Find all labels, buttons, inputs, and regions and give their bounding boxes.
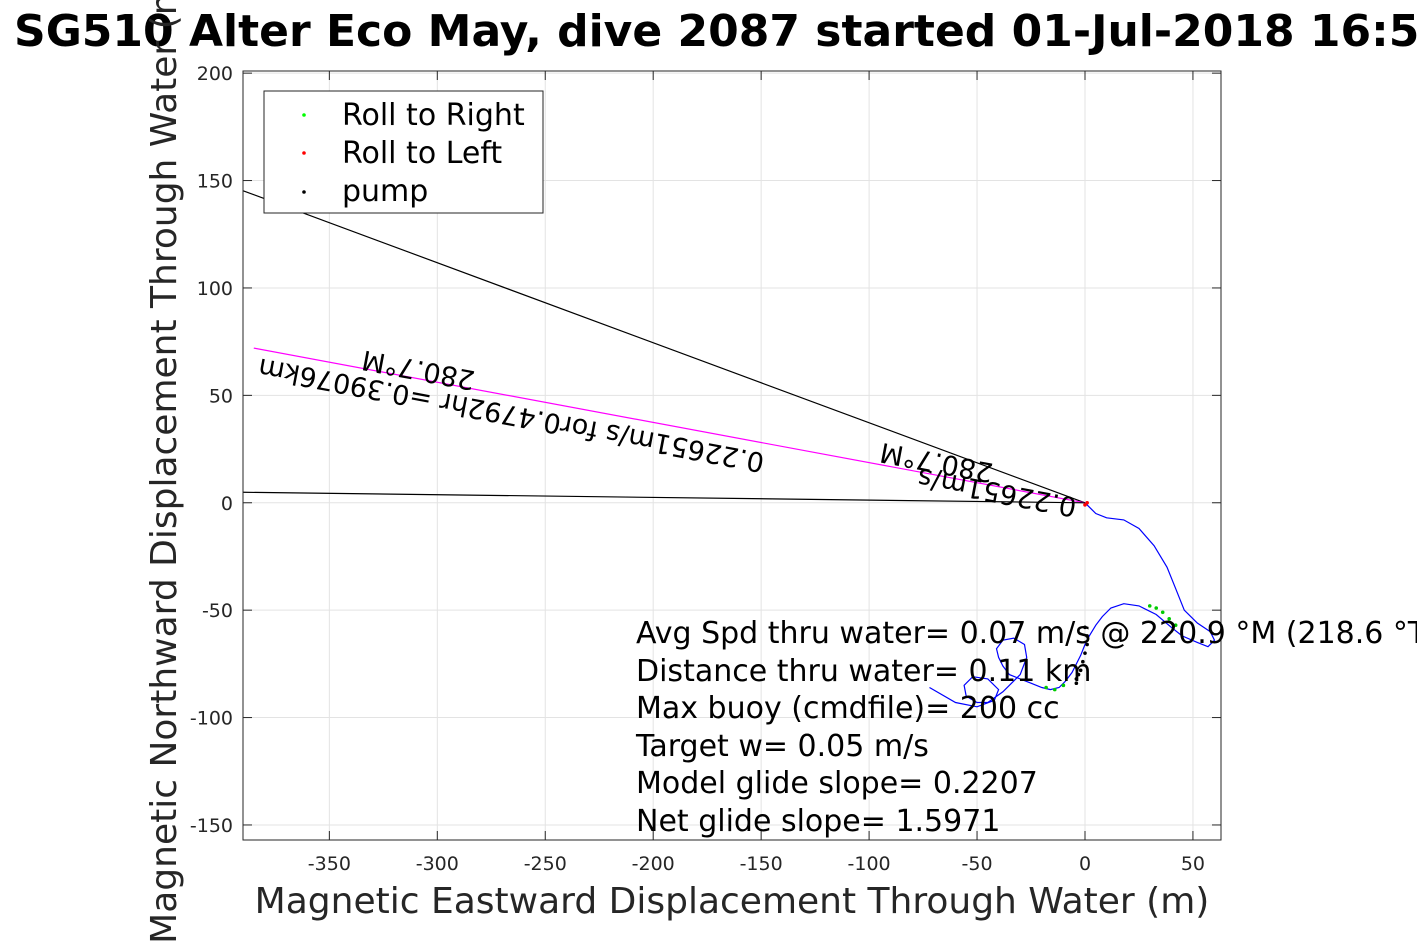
x-tick-label: -300 <box>416 853 459 875</box>
y-axis-label: Magnetic Northward Displacement Through … <box>144 0 185 944</box>
point-roll-to-left <box>1083 503 1087 507</box>
legend-box <box>263 90 544 214</box>
chart-title: SG510 Alter Eco May, dive 2087 started 0… <box>14 6 1417 57</box>
point-pump <box>1076 672 1081 677</box>
annotation-model-glide: Model glide slope= 0.2207 <box>636 766 1038 801</box>
annotation-distance: Distance thru water= 0.11 km <box>636 654 1091 689</box>
stats-annotations: Avg Spd thru water= 0.07 m/s @ 220.9 °M … <box>635 616 1417 839</box>
point-pump <box>1074 677 1079 681</box>
point-roll-to-right <box>1160 610 1165 615</box>
plot-frame <box>242 70 1222 841</box>
grid-lines <box>243 71 1221 840</box>
point-roll-to-right <box>1167 616 1171 621</box>
point-pump <box>1085 634 1089 638</box>
x-axis-label: Magnetic Eastward Displacement Through W… <box>255 881 1210 922</box>
point-roll-to-right <box>1044 685 1048 690</box>
point-pump <box>1078 668 1083 673</box>
y-tick-label: 200 <box>197 63 233 85</box>
point-pump <box>1081 659 1085 664</box>
point-roll-to-right <box>1154 606 1159 610</box>
x-tick-label: 0 <box>1079 853 1091 875</box>
legend-marker-roll-left <box>302 151 306 155</box>
legend-label-roll-left: Roll to Left <box>342 136 502 171</box>
y-tick-label: 100 <box>197 278 233 300</box>
line-heading-middle <box>253 347 1086 504</box>
point-roll-to-right <box>1173 623 1178 627</box>
y-tick-label: 50 <box>209 385 233 407</box>
annotation-avg-speed: Avg Spd thru water= 0.07 m/s @ 220.9 °M … <box>636 616 1417 651</box>
line-heading-lower <box>243 491 1086 504</box>
y-tick-label: 0 <box>221 493 233 515</box>
x-tick-label: 50 <box>1181 853 1205 875</box>
legend: Roll to Right Roll to Left pump <box>263 90 544 214</box>
point-pump <box>1074 681 1079 685</box>
point-pump <box>1085 642 1089 647</box>
point-roll-to-right <box>1147 604 1152 608</box>
y-tick-label: 150 <box>197 171 233 193</box>
y-tick-label: -100 <box>190 708 233 730</box>
legend-marker-roll-right <box>302 113 306 117</box>
annotation-net-glide: Net glide slope= 1.5971 <box>636 804 1000 839</box>
annotation-max-buoy: Max buoy (cmdfile)= 200 cc <box>636 691 1060 726</box>
x-tick-label: -250 <box>524 853 567 875</box>
y-tick-label: -50 <box>202 600 233 622</box>
point-pump <box>1083 625 1087 630</box>
line-heading-upper <box>243 190 1086 504</box>
legend-label-pump: pump <box>342 174 428 209</box>
x-tick-label: -150 <box>740 853 783 875</box>
axis-ticks: -350 -300 -250 -200 -150 -100 -50 0 50 200 150 100 5… <box>190 63 1221 875</box>
point-pump <box>1083 651 1087 655</box>
x-tick-label: -200 <box>632 853 675 875</box>
legend-marker-pump <box>302 190 306 194</box>
x-tick-label: -350 <box>308 853 351 875</box>
x-tick-label: -100 <box>848 853 891 875</box>
point-roll-to-right <box>1052 687 1057 692</box>
point-roll-to-right <box>1061 683 1066 688</box>
data-lines <box>243 190 1216 708</box>
legend-label-roll-right: Roll to Right <box>342 98 525 133</box>
line-track <box>929 502 1216 708</box>
annotation-target-w: Target w= 0.05 m/s <box>635 729 929 764</box>
data-points <box>1044 500 1178 692</box>
x-tick-label: -50 <box>962 853 993 875</box>
y-tick-label: -150 <box>190 815 233 837</box>
